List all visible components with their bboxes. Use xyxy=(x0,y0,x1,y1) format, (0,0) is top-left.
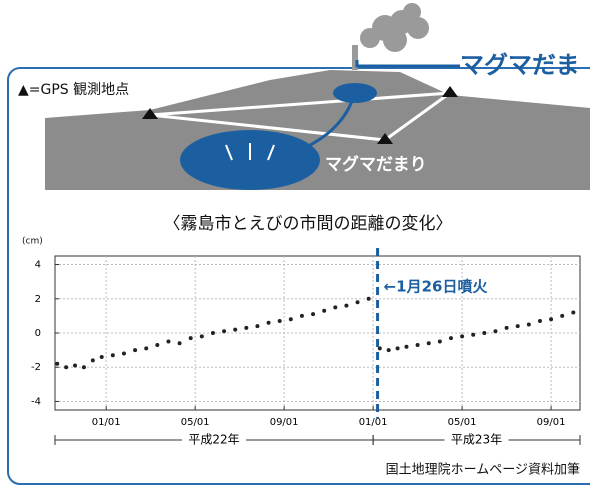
annotation: ←1月26日噴火 xyxy=(384,278,489,296)
leader-line xyxy=(355,60,460,68)
x-tick-label: 05/01 xyxy=(181,417,210,428)
point xyxy=(188,336,193,341)
y-tick-label: 4 xyxy=(35,260,41,271)
point xyxy=(395,346,400,351)
point xyxy=(366,296,371,301)
point xyxy=(448,336,453,341)
point xyxy=(311,312,316,317)
plot-area xyxy=(54,255,581,411)
small-magma xyxy=(333,83,377,103)
point xyxy=(322,308,327,313)
point xyxy=(560,313,565,318)
point xyxy=(404,344,409,349)
point xyxy=(121,351,126,356)
point xyxy=(571,310,576,315)
y-tick-label: 2 xyxy=(35,294,41,305)
point xyxy=(81,365,86,370)
point xyxy=(222,329,227,334)
point xyxy=(277,319,282,324)
point xyxy=(355,300,360,305)
point xyxy=(426,341,431,346)
y-tick-label: -4 xyxy=(31,396,41,407)
x-tick-label: 09/01 xyxy=(270,417,299,428)
point xyxy=(244,325,249,330)
frame xyxy=(7,67,590,485)
point xyxy=(266,320,271,325)
cloud xyxy=(352,3,429,70)
point xyxy=(504,325,509,330)
point xyxy=(199,334,204,339)
point xyxy=(344,303,349,308)
point xyxy=(155,342,160,347)
point xyxy=(460,334,465,339)
point xyxy=(549,317,554,322)
y-unit: (cm) xyxy=(22,237,43,247)
y-tick-label: 0 xyxy=(35,328,41,339)
point xyxy=(110,353,115,358)
point xyxy=(526,322,531,327)
point xyxy=(288,317,293,322)
point xyxy=(177,341,182,346)
gps-points xyxy=(142,86,458,144)
x-tick-label: 01/01 xyxy=(359,417,388,428)
point xyxy=(471,332,476,337)
point xyxy=(333,305,338,310)
legend: ▲=GPS 観測地点 xyxy=(18,81,129,98)
point xyxy=(166,339,171,344)
period-label-bg xyxy=(182,432,247,448)
period-label: 平成22年 xyxy=(188,433,239,447)
gps-lines xyxy=(149,91,451,142)
point xyxy=(233,327,238,332)
point xyxy=(90,358,95,363)
point xyxy=(210,331,215,335)
point xyxy=(482,331,487,335)
x-tick-label: 05/01 xyxy=(448,417,477,428)
arrows xyxy=(225,143,275,161)
period-label-bg xyxy=(444,432,509,448)
point xyxy=(99,354,104,359)
x-tick-label: 01/01 xyxy=(92,417,121,428)
point xyxy=(64,365,69,370)
point xyxy=(537,319,542,324)
heading: マグマだま xyxy=(460,51,580,79)
point xyxy=(55,361,60,366)
chart-title: 〈霧島市とえびの市間の距離の変化〉 xyxy=(164,214,453,234)
point xyxy=(377,346,382,351)
point xyxy=(415,342,420,347)
magma-label: マグマだまり xyxy=(325,154,427,175)
point xyxy=(386,348,391,353)
point xyxy=(133,348,138,353)
period-label: 平成23年 xyxy=(451,433,502,447)
point xyxy=(437,339,442,344)
point xyxy=(515,324,520,329)
point xyxy=(299,313,304,318)
x-tick-label: 09/01 xyxy=(537,417,566,428)
point xyxy=(73,363,78,368)
point xyxy=(144,346,149,351)
credit: 国土地理院ホームページ資料加筆 xyxy=(386,463,580,478)
point xyxy=(493,329,498,334)
y-tick-label: -2 xyxy=(31,362,41,373)
point xyxy=(255,324,260,329)
